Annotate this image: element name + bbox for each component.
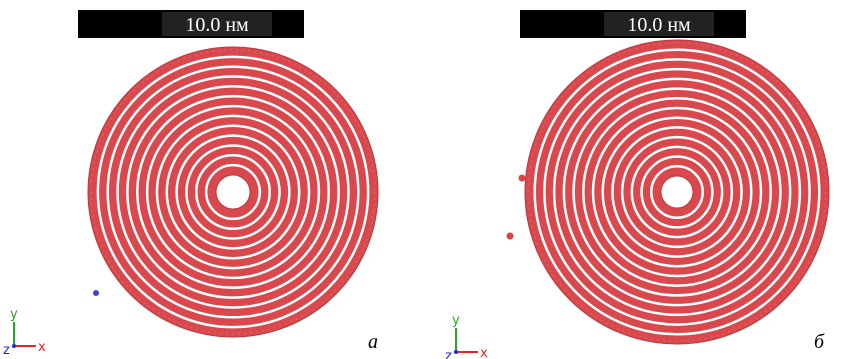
center-hole (661, 176, 693, 208)
axis-z-label: z (445, 349, 452, 359)
figure: 10.0 нм а y x z 10.0 нм б y x z (0, 0, 850, 359)
stray-atom (507, 233, 514, 240)
scale-bar-label: 10.0 нм (185, 14, 249, 36)
axis-z-dot (454, 350, 458, 354)
panel-label: б (814, 331, 825, 353)
axis-z-label: z (3, 343, 10, 358)
page: {"panels": [ {"scale_bar": "10.0 нм", "l… (0, 0, 850, 359)
panel: 10.0 нм б y x z (445, 10, 829, 359)
stray-atom (93, 290, 99, 296)
axis-y-label: y (10, 307, 18, 322)
axis-x-label: x (480, 346, 488, 359)
axis-y-label: y (452, 313, 460, 328)
panel-label: а (368, 331, 378, 353)
stray-atom (519, 175, 526, 182)
axis-x-label: x (38, 340, 46, 355)
axis-z-dot (12, 344, 16, 348)
scale-bar-label: 10.0 нм (627, 14, 691, 36)
center-hole (216, 175, 250, 209)
panel: 10.0 нм а y x z (3, 10, 378, 358)
